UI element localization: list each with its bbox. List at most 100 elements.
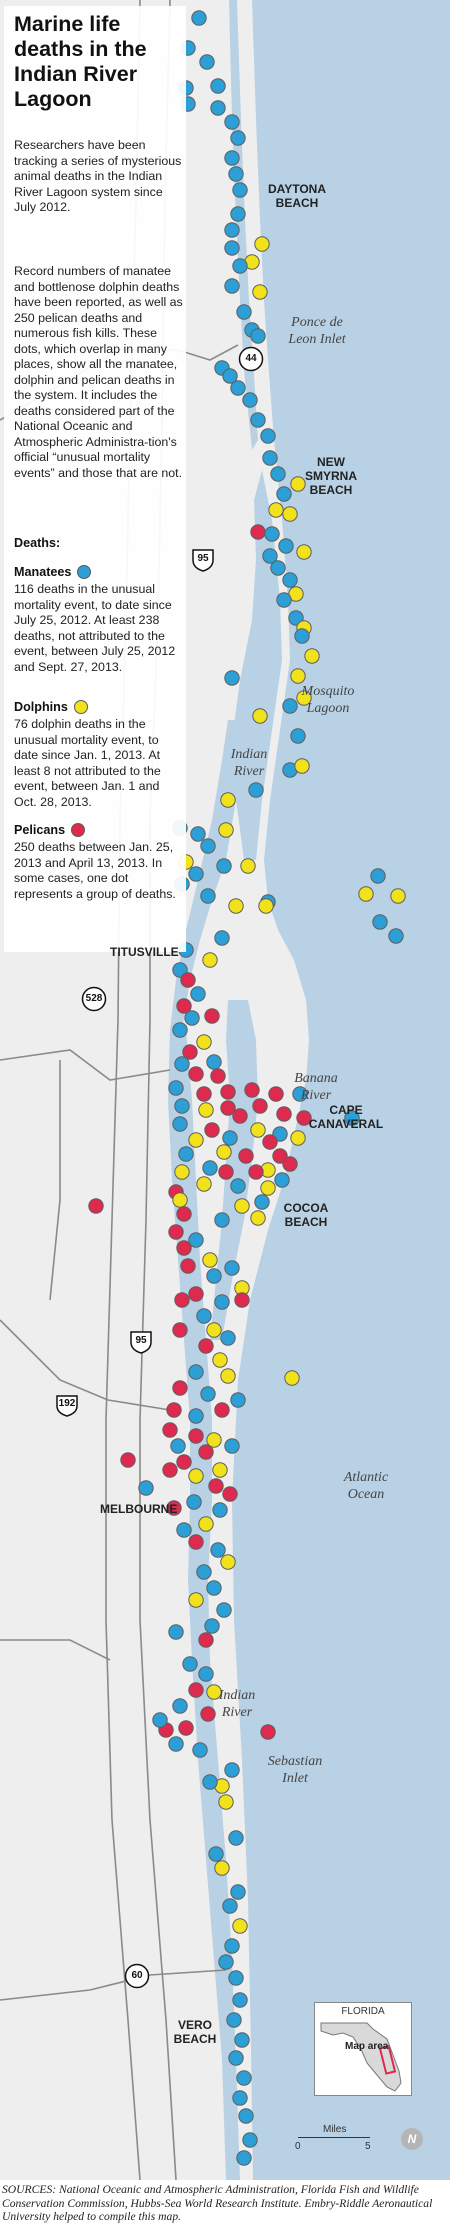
manatee-dot xyxy=(372,914,388,930)
manatee-dot xyxy=(272,1126,288,1142)
dolphin-dot xyxy=(174,1164,190,1180)
dolphin-dot xyxy=(252,284,268,300)
manatee-dot xyxy=(198,1666,214,1682)
dolphin-dot xyxy=(234,1198,250,1214)
banana-river xyxy=(210,1000,258,1340)
manatee-dot xyxy=(200,888,216,904)
pelican-dot xyxy=(174,1292,190,1308)
manatee-dot xyxy=(278,538,294,554)
manatee-dot xyxy=(250,328,266,344)
manatee-dot xyxy=(199,54,215,70)
dolphin-dot xyxy=(188,1132,204,1148)
manatee-dot xyxy=(152,1712,168,1728)
manatee-dot xyxy=(248,782,264,798)
florida-outline xyxy=(320,2022,402,2092)
manatee-dot xyxy=(200,838,216,854)
pelican-dot xyxy=(204,1122,220,1138)
dolphin-dot xyxy=(294,758,310,774)
manatee-dot xyxy=(274,1172,290,1188)
manatee-dot xyxy=(232,258,248,274)
manatee-dot xyxy=(230,380,246,396)
manatee-dot xyxy=(212,1502,228,1518)
manatee-dot xyxy=(191,10,207,26)
dolphin-dot xyxy=(216,1144,232,1160)
manatee-dot xyxy=(170,1438,186,1454)
pelican-dot xyxy=(166,1500,182,1516)
label-new-smyrna-beach: NEW SMYRNA BEACH xyxy=(304,455,357,497)
manatee-dot xyxy=(230,130,246,146)
manatees-label: Manatees xyxy=(14,565,72,579)
manatee-dot xyxy=(216,1602,232,1618)
pelican-dot xyxy=(166,1402,182,1418)
manatee-dot xyxy=(370,868,386,884)
manatees-description: 116 deaths in the unusual mortality even… xyxy=(14,582,176,674)
pelican-dot xyxy=(218,1164,234,1180)
legend-dolphins: Dolphins xyxy=(14,700,88,714)
manatee-dot xyxy=(186,1494,202,1510)
manatee-dot xyxy=(222,1130,238,1146)
dolphin-dot xyxy=(212,1462,228,1478)
manatee-dot xyxy=(182,1656,198,1672)
manatee-dot xyxy=(196,1564,212,1580)
pelican-dot xyxy=(180,972,196,988)
manatee-dot xyxy=(222,368,238,384)
dolphin-dot xyxy=(220,792,236,808)
scale-line xyxy=(298,2137,370,2138)
manatee-dot xyxy=(220,1330,236,1346)
manatee-dot xyxy=(172,1698,188,1714)
manatee-dot xyxy=(224,670,240,686)
manatee-dot xyxy=(230,1884,246,1900)
florida-locator-inset: FLORIDA Map area xyxy=(314,2002,412,2096)
manatee-dot xyxy=(188,866,204,882)
manatee-dot xyxy=(236,2070,252,2086)
manatee-dot xyxy=(224,1762,240,1778)
sources-credit: SOURCES: National Oceanic and Atmospheri… xyxy=(2,2183,433,2224)
label-indian-river-south: Indian River xyxy=(218,1688,256,1720)
manatee-dot xyxy=(200,1386,216,1402)
dolphin-dot xyxy=(206,1684,222,1700)
dolphin-dot xyxy=(206,1432,222,1448)
manatee-dot xyxy=(168,1080,184,1096)
manatee-dot xyxy=(230,1178,246,1194)
pelican-dot xyxy=(172,1322,188,1338)
manatee-dot xyxy=(222,1898,238,1914)
manatee-dot xyxy=(206,1268,222,1284)
pelican-dot xyxy=(196,1086,212,1102)
manatee-dot xyxy=(172,1022,188,1038)
label-titusville: TITUSVILLE xyxy=(110,945,179,959)
manatee-dot xyxy=(276,592,292,608)
manatee-dot xyxy=(210,1542,226,1558)
dolphin-dot xyxy=(218,822,234,838)
text-panel xyxy=(4,6,186,952)
pelican-dot xyxy=(276,1106,292,1122)
manatee-dot xyxy=(282,572,298,588)
dolphin-dot xyxy=(250,1122,266,1138)
pelican-dot xyxy=(176,1206,192,1222)
manatee-dot xyxy=(224,114,240,130)
dolphin-dot xyxy=(296,544,312,560)
manatee-dot xyxy=(196,1308,212,1324)
pelican-dot xyxy=(204,1008,220,1024)
dolphin-dot xyxy=(232,1918,248,1934)
dolphin-dot xyxy=(198,1102,214,1118)
manatee-dot xyxy=(218,1954,234,1970)
label-daytona-beach: DAYTONA BEACH xyxy=(267,182,326,210)
manatee-dot xyxy=(294,628,310,644)
dolphin-dot xyxy=(196,1034,212,1050)
dolphin-dot xyxy=(304,648,320,664)
manatee-dot xyxy=(210,100,226,116)
dolphin-dot xyxy=(240,858,256,874)
manatee-dot xyxy=(174,1056,190,1072)
pelican-dot xyxy=(272,1148,288,1164)
dolphin-dot xyxy=(282,506,298,522)
manatee-dot xyxy=(264,526,280,542)
pelican-dot xyxy=(244,1082,260,1098)
manatee-dot xyxy=(236,2150,252,2166)
manatee-dot xyxy=(168,1736,184,1752)
pelican-dot xyxy=(220,1100,236,1116)
manatee-dot xyxy=(202,1774,218,1790)
dolphin-dot xyxy=(258,898,274,914)
scale-start: 0 xyxy=(295,2141,301,2152)
